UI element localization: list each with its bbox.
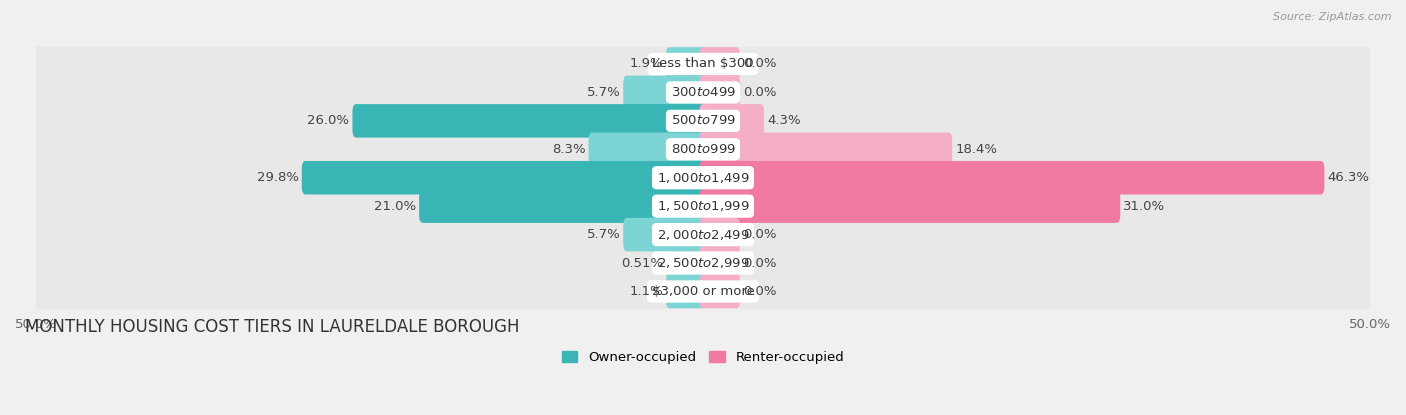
- FancyBboxPatch shape: [666, 47, 707, 81]
- Text: 5.7%: 5.7%: [586, 86, 620, 99]
- Text: 0.0%: 0.0%: [742, 285, 776, 298]
- FancyBboxPatch shape: [699, 161, 1324, 195]
- FancyBboxPatch shape: [302, 161, 707, 195]
- Text: Source: ZipAtlas.com: Source: ZipAtlas.com: [1274, 12, 1392, 22]
- Text: 29.8%: 29.8%: [257, 171, 299, 184]
- Text: $1,000 to $1,499: $1,000 to $1,499: [657, 171, 749, 185]
- FancyBboxPatch shape: [699, 47, 740, 81]
- Text: 1.1%: 1.1%: [630, 285, 664, 298]
- FancyBboxPatch shape: [22, 160, 1384, 195]
- Text: $500 to $799: $500 to $799: [671, 115, 735, 127]
- FancyBboxPatch shape: [22, 217, 1384, 252]
- FancyBboxPatch shape: [699, 189, 1121, 223]
- FancyBboxPatch shape: [699, 218, 740, 251]
- FancyBboxPatch shape: [699, 76, 740, 109]
- Text: 4.3%: 4.3%: [768, 115, 800, 127]
- FancyBboxPatch shape: [22, 132, 1384, 167]
- Text: 0.0%: 0.0%: [742, 256, 776, 270]
- FancyBboxPatch shape: [22, 103, 1384, 138]
- FancyBboxPatch shape: [623, 218, 707, 251]
- FancyBboxPatch shape: [22, 274, 1384, 309]
- Text: Less than $300: Less than $300: [652, 57, 754, 71]
- Text: 18.4%: 18.4%: [955, 143, 997, 156]
- FancyBboxPatch shape: [699, 246, 740, 280]
- Text: 26.0%: 26.0%: [308, 115, 350, 127]
- FancyBboxPatch shape: [353, 104, 707, 138]
- FancyBboxPatch shape: [666, 246, 707, 280]
- Text: 31.0%: 31.0%: [1123, 200, 1166, 212]
- Text: MONTHLY HOUSING COST TIERS IN LAURELDALE BOROUGH: MONTHLY HOUSING COST TIERS IN LAURELDALE…: [25, 317, 520, 336]
- Text: 0.0%: 0.0%: [742, 228, 776, 241]
- FancyBboxPatch shape: [22, 246, 1384, 281]
- Text: 21.0%: 21.0%: [374, 200, 416, 212]
- Text: 5.7%: 5.7%: [586, 228, 620, 241]
- Text: $800 to $999: $800 to $999: [671, 143, 735, 156]
- Text: $300 to $499: $300 to $499: [671, 86, 735, 99]
- FancyBboxPatch shape: [419, 189, 707, 223]
- Text: 0.0%: 0.0%: [742, 57, 776, 71]
- Text: $3,000 or more: $3,000 or more: [651, 285, 755, 298]
- Text: 8.3%: 8.3%: [553, 143, 586, 156]
- Text: 0.0%: 0.0%: [742, 86, 776, 99]
- FancyBboxPatch shape: [22, 189, 1384, 224]
- FancyBboxPatch shape: [699, 104, 763, 138]
- Text: 46.3%: 46.3%: [1327, 171, 1369, 184]
- FancyBboxPatch shape: [623, 76, 707, 109]
- FancyBboxPatch shape: [22, 75, 1384, 110]
- FancyBboxPatch shape: [22, 46, 1384, 81]
- FancyBboxPatch shape: [699, 275, 740, 308]
- FancyBboxPatch shape: [699, 132, 952, 166]
- Text: $1,500 to $1,999: $1,500 to $1,999: [657, 199, 749, 213]
- Text: $2,000 to $2,499: $2,000 to $2,499: [657, 227, 749, 242]
- FancyBboxPatch shape: [666, 275, 707, 308]
- Text: 1.9%: 1.9%: [630, 57, 664, 71]
- Text: $2,500 to $2,999: $2,500 to $2,999: [657, 256, 749, 270]
- FancyBboxPatch shape: [589, 132, 707, 166]
- Text: 0.51%: 0.51%: [621, 256, 664, 270]
- Legend: Owner-occupied, Renter-occupied: Owner-occupied, Renter-occupied: [561, 351, 845, 364]
